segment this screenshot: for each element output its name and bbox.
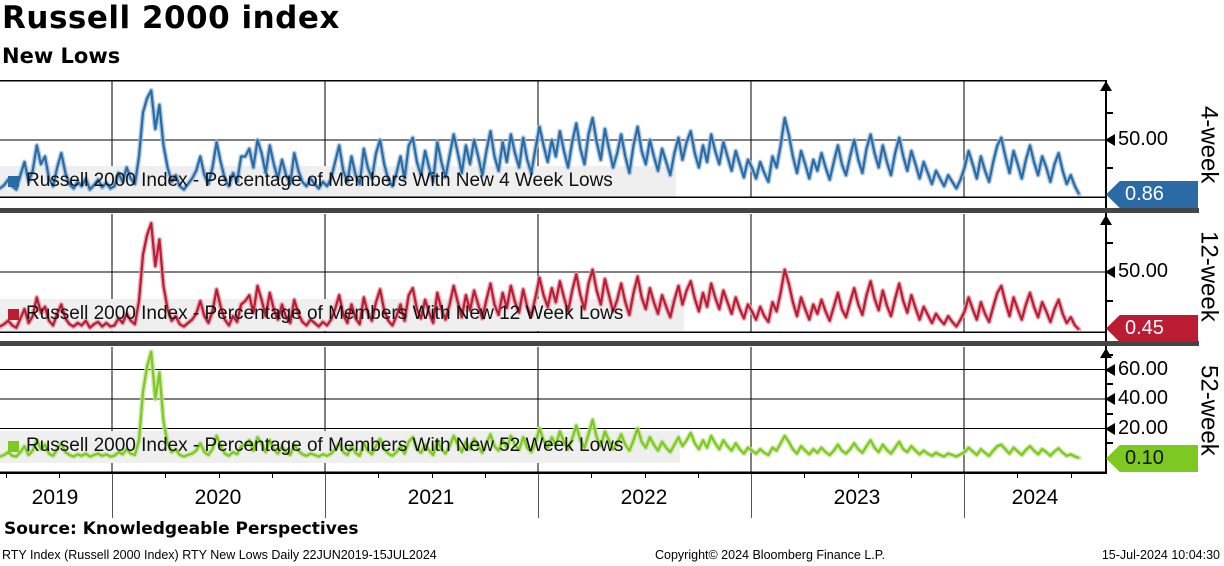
y-axis-major-tick-arrow	[1105, 393, 1115, 405]
legend-label: Russell 2000 Index - Percentage of Membe…	[26, 303, 624, 324]
x-axis-year-separator	[325, 473, 326, 518]
line-chart-4-week-lows	[0, 80, 1105, 198]
x-axis-minor-tick	[591, 473, 593, 478]
y-axis-minor-tick	[1105, 242, 1113, 244]
bottom-x-axis-line	[0, 472, 1107, 474]
x-axis-minor-tick	[165, 473, 167, 478]
x-axis-minor-tick	[804, 473, 806, 478]
x-axis-minor-tick	[857, 473, 859, 478]
page-title: Russell 2000 index	[2, 0, 340, 36]
y-axis-minor-tick	[1105, 442, 1113, 444]
y-axis-major-tick-arrow	[1105, 266, 1115, 278]
y-axis-minor-tick	[1105, 300, 1113, 302]
x-axis-year-separator	[751, 473, 752, 518]
legend-marker-52-week	[8, 440, 19, 452]
x-axis-minor-tick	[218, 473, 220, 478]
y-axis-tick-label: 60.00	[1118, 358, 1169, 380]
x-axis-minor-tick	[1017, 473, 1019, 478]
panel-separator	[0, 341, 1199, 346]
last-value: 0.86	[1125, 183, 1164, 205]
legend-marker-4-week	[8, 175, 19, 187]
x-axis-year-separator	[538, 473, 539, 518]
x-tick-2021: 2021	[407, 486, 455, 509]
y-axis-tick-label: 50.00	[1118, 128, 1169, 150]
last-value-tag-12-week: 0.45	[1106, 315, 1198, 342]
line-chart-52-week-lows	[0, 347, 1105, 473]
y-axis-tick-label: 50.00	[1118, 260, 1169, 282]
y-axis-major-tick-arrow	[1105, 134, 1115, 146]
x-axis-minor-tick	[697, 473, 699, 478]
last-value: 0.45	[1125, 317, 1164, 339]
x-axis-minor-tick	[271, 473, 273, 478]
y-axis-top-arrow	[1100, 215, 1112, 225]
x-axis-minor-tick	[5, 473, 7, 478]
last-value-tag-4-week: 0.86	[1106, 181, 1198, 208]
y-axis-major-tick-arrow	[1105, 364, 1115, 376]
last-value: 0.10	[1125, 447, 1164, 469]
legend-marker-12-week	[8, 308, 19, 320]
x-axis-minor-tick	[910, 473, 912, 478]
panel-title-4-week: 4-week	[1195, 106, 1223, 184]
y-axis-major-tick-arrow	[1105, 423, 1115, 435]
legend-item-4-week: Russell 2000 Index - Percentage of Membe…	[8, 170, 613, 192]
y-axis-tick-label: 20.00	[1118, 417, 1169, 439]
y-axis-minor-tick	[1105, 413, 1113, 415]
legend-item-12-week: Russell 2000 Index - Percentage of Membe…	[8, 303, 623, 325]
legend-label: Russell 2000 Index - Percentage of Membe…	[26, 170, 613, 191]
x-tick-2020: 2020	[194, 486, 242, 509]
legend-label: Russell 2000 Index - Percentage of Membe…	[26, 435, 624, 456]
x-tick-2019: 2019	[31, 486, 79, 509]
x-tick-2024: 2024	[1011, 486, 1059, 509]
x-axis-minor-tick	[431, 473, 433, 478]
x-axis-year-separator	[964, 473, 965, 518]
x-axis-minor-tick	[378, 473, 380, 478]
x-axis-minor-tick	[644, 473, 646, 478]
footer-copyright: Copyright© 2024 Bloomberg Finance L.P.	[655, 548, 885, 562]
y-axis-tick-label: 40.00	[1118, 387, 1169, 409]
footer-security-info: RTY Index (Russell 2000 Index) RTY New L…	[2, 548, 437, 562]
y-axis-minor-tick	[1105, 383, 1113, 385]
source-line: Source: Knowledgeable Perspectives	[4, 519, 359, 539]
legend-item-52-week: Russell 2000 Index - Percentage of Membe…	[8, 435, 623, 457]
panel-title-12-week: 12-week	[1195, 230, 1223, 322]
y-axis-top-arrow	[1100, 348, 1112, 358]
y-axis-minor-tick	[1105, 112, 1113, 114]
line-chart-12-week-lows	[0, 214, 1105, 333]
last-value-tag-52-week: 0.10	[1106, 445, 1198, 472]
panel-title-52-week: 52-week	[1195, 364, 1223, 456]
y-axis-minor-tick	[1105, 354, 1113, 356]
x-axis-minor-tick	[1070, 473, 1072, 478]
x-tick-2022: 2022	[620, 486, 668, 509]
page-subtitle: New Lows	[2, 44, 121, 68]
panel-separator	[0, 208, 1199, 213]
x-tick-2023: 2023	[833, 486, 881, 509]
x-axis-minor-tick	[484, 473, 486, 478]
x-axis-minor-tick	[58, 473, 60, 478]
footer-timestamp: 15-Jul-2024 10:04:30	[1101, 548, 1220, 562]
y-axis-minor-tick	[1105, 167, 1113, 169]
y-axis-top-arrow	[1100, 81, 1112, 91]
x-axis-year-separator	[112, 473, 113, 518]
